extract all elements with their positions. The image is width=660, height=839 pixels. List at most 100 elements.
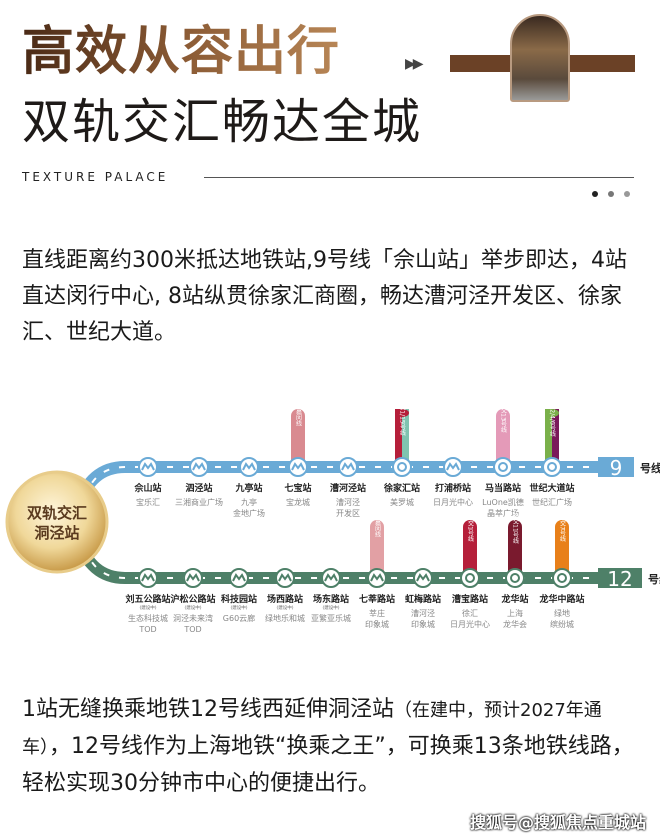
transfer-badge-cap (395, 409, 409, 417)
station-landmark: 绿地 (554, 608, 570, 618)
transfer-badge (395, 409, 402, 467)
headline-secondary: 双轨交汇畅达全城 (22, 94, 423, 150)
station-name: 七宝站 (284, 482, 311, 494)
metro-logo-icon (446, 462, 460, 471)
interchange-icon (557, 573, 567, 583)
intro-paragraph: 直线距离约300米抵达地铁站,9号线「佘山站」举步即达，4站直达闵行中心, 8站… (22, 248, 627, 345)
station-name: 龙华中路站 (538, 593, 584, 605)
metro-logo-icon (291, 462, 305, 471)
transfer-label: 轨交1号线 (467, 513, 474, 542)
station-marker (542, 457, 562, 477)
station-name: 虹梅路站 (405, 593, 441, 605)
station-name: 九亭站 (234, 482, 262, 494)
transfer-badge (552, 409, 559, 467)
station-name: 七莘路站 (359, 593, 395, 605)
station-name: 世纪大道站 (529, 482, 574, 494)
station-landmark: 印象城 (411, 619, 435, 629)
station-name: 泗泾站 (185, 482, 212, 494)
divider (204, 177, 634, 178)
double-arrow-icon: ▶▶ (405, 56, 423, 72)
transfer-badge (555, 520, 569, 578)
line12-track-dashes (84, 547, 600, 579)
pager-dot (624, 191, 630, 197)
transfer-badge (496, 409, 510, 467)
transfer-label: 轨交13号线 (500, 400, 507, 433)
hub-label-line1: 双轨交汇 (27, 504, 87, 522)
transfer-badge (402, 409, 409, 467)
station-landmark: 缤纷城 (550, 619, 574, 629)
metro-logo-icon (192, 462, 206, 471)
station-marker (505, 568, 525, 588)
transfer-label: 轨交7号线 (559, 513, 566, 542)
station-name: 漕河泾站 (330, 482, 366, 494)
interchange-icon (510, 573, 520, 583)
metro-logo-icon (278, 573, 292, 582)
closing-text-b: （在建中，预计2027年通车） (22, 700, 602, 758)
station-landmark: 漕河泾 (336, 497, 360, 507)
transfer-badge (291, 409, 305, 467)
station-marker (493, 457, 513, 477)
station-landmark: 宝龙城 (286, 497, 310, 507)
station-name: 佘山站 (133, 482, 161, 494)
station-landmark: G60云廊 (223, 613, 255, 623)
line12-suffix: 号线 (648, 572, 660, 586)
metro-logo-icon (141, 462, 155, 471)
metro-logo-icon (370, 573, 384, 582)
station-name: 漕宝路站 (452, 593, 488, 605)
station-landmark: 亚繁亚乐城 (311, 613, 351, 623)
station-name: 场东路站 (313, 593, 349, 605)
transfer-badge (508, 520, 522, 578)
metro-map: 9 号线佘山站宝乐汇泗泾站三湘商业广场九亭站九亭金地广场嘉闵线七宝站宝龙城漕河泾站… (5, 400, 660, 634)
closing-text-c: ，12号线作为上海地铁“换乘之王”，可换乘13条地铁线路，轻松实现30分钟市中心… (22, 734, 634, 796)
station-name: 沪松公路站 (170, 593, 215, 605)
station-landmark: 金地广场 (233, 508, 265, 518)
transfer-label: 嘉闵线 (374, 518, 381, 537)
interchange-icon (498, 462, 508, 472)
station-landmark: 九亭 (241, 497, 257, 507)
transfer-badge-cap (545, 409, 559, 417)
metro-logo-icon (141, 573, 155, 582)
station-landmark: 宝乐汇 (136, 497, 160, 507)
line12-number: 12 (607, 567, 632, 591)
closing-paragraph: 1站无缝换乘地铁12号线西延伸洞泾站（在建中，预计2027年通车），12号线作为… (22, 692, 642, 802)
station-landmark: TOD (183, 625, 201, 634)
station-name: 徐家汇站 (383, 482, 420, 494)
transfer-badge (545, 409, 552, 467)
arched-interior-photo (510, 14, 570, 102)
station-landmark: 生态科技城 (128, 613, 168, 623)
metro-logo-icon (324, 573, 338, 582)
station-landmark: TOD (138, 625, 156, 634)
metro-logo-icon (341, 462, 355, 471)
station-name: 科技园站 (221, 593, 257, 605)
station-landmark: 漕河泾 (411, 608, 435, 618)
interchange-icon (397, 462, 407, 472)
station-landmark: LuOne凯德 (482, 497, 524, 507)
line9-track-dashes (84, 466, 600, 498)
under-construction-note: (建设中) (139, 604, 156, 611)
brand-name: TEXTURE PALACE (22, 170, 169, 184)
pager-dot (608, 191, 614, 197)
line9-number: 9 (610, 456, 623, 480)
watermark: 搜狐号@搜狐焦点重城站 (469, 813, 646, 832)
metro-logo-icon (186, 573, 200, 582)
hub-label-line2: 洞泾站 (34, 524, 79, 542)
station-landmark: 绿地乐和城 (265, 613, 305, 623)
transfer-label: 轨交2/4/6号线 (549, 400, 556, 437)
station-name: 龙华站 (500, 593, 528, 605)
station-name: 场西路站 (267, 593, 303, 605)
station-name: 马当路站 (485, 482, 521, 494)
station-landmark: 徐汇 (462, 608, 478, 618)
headline-primary: 高效从容出行 (22, 21, 341, 82)
station-landmark: 晶萃广场 (487, 508, 519, 518)
station-landmark: 美罗城 (390, 497, 414, 507)
station-marker (392, 457, 412, 477)
transfer-label: 轨交1/15号线 (399, 400, 406, 436)
transfer-badge (463, 520, 477, 578)
station-marker (460, 568, 480, 588)
under-construction-note: (建设中) (276, 604, 293, 611)
station-landmark: 三湘商业广场 (175, 497, 223, 507)
interchange-icon (547, 462, 557, 472)
station-marker (552, 568, 572, 588)
station-landmark: 洞泾未来湾 (173, 613, 213, 623)
line9-suffix: 号线 (640, 461, 660, 475)
